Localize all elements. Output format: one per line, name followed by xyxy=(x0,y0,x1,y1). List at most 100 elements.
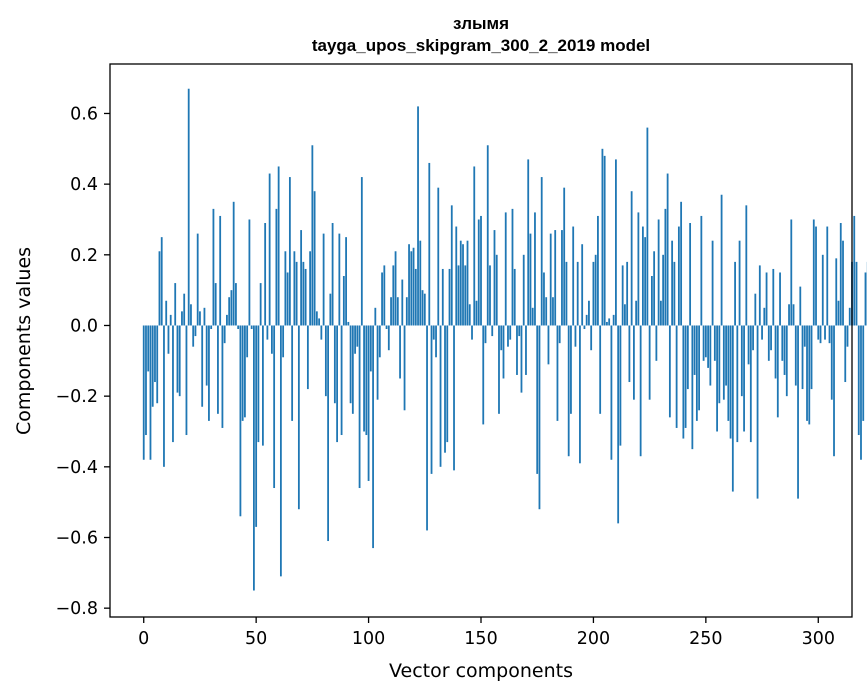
bar-66 xyxy=(291,325,294,421)
bar-183 xyxy=(554,230,557,326)
bar-61 xyxy=(279,325,282,577)
bar-148 xyxy=(475,300,478,326)
bar-62 xyxy=(282,325,285,358)
y-tick-label: −0.4 xyxy=(56,458,99,478)
bar-179 xyxy=(545,297,548,326)
bar-91 xyxy=(347,321,350,326)
bar-203 xyxy=(599,325,602,414)
bar-228 xyxy=(655,325,658,361)
bar-199 xyxy=(590,325,593,351)
bar-14 xyxy=(174,283,177,326)
bar-251 xyxy=(707,325,709,368)
y-axis-label: Components values xyxy=(13,247,35,435)
bar-299 xyxy=(815,226,817,326)
bar-321 xyxy=(864,272,867,326)
bar-217 xyxy=(630,191,633,326)
bar-178 xyxy=(543,272,545,326)
bar-204 xyxy=(601,148,604,326)
bar-292 xyxy=(799,286,802,326)
bar-21 xyxy=(190,304,192,326)
bar-60 xyxy=(277,166,280,326)
bar-237 xyxy=(675,325,678,428)
y-tick-label: −0.2 xyxy=(56,387,99,407)
bar-63 xyxy=(284,251,287,326)
bar-287 xyxy=(788,304,790,326)
bar-269 xyxy=(747,325,750,365)
bar-274 xyxy=(758,265,761,326)
bar-267 xyxy=(743,325,745,432)
bar-12 xyxy=(169,314,172,326)
bar-89 xyxy=(342,276,345,326)
bar-6 xyxy=(156,325,159,404)
bar-168 xyxy=(520,325,523,393)
x-tick-label: 250 xyxy=(689,629,722,649)
bar-162 xyxy=(507,325,509,347)
bar-8 xyxy=(160,237,163,326)
bar-280 xyxy=(772,268,775,326)
bar-156 xyxy=(493,230,496,326)
bar-200 xyxy=(592,261,595,326)
bar-32 xyxy=(214,283,217,326)
bar-259 xyxy=(725,325,727,386)
bar-300 xyxy=(817,325,820,340)
bar-176 xyxy=(538,325,541,510)
x-tick-label: 50 xyxy=(245,629,267,649)
bar-252 xyxy=(709,325,712,386)
bar-285 xyxy=(783,325,786,375)
bar-167 xyxy=(518,325,521,337)
bar-214 xyxy=(624,304,626,326)
bar-284 xyxy=(781,325,784,361)
bar-107 xyxy=(383,265,386,326)
bar-81 xyxy=(324,325,327,397)
bar-116 xyxy=(403,325,406,411)
bar-28 xyxy=(205,325,208,386)
bar-11 xyxy=(167,325,170,354)
bar-92 xyxy=(349,325,352,404)
bar-44 xyxy=(241,325,244,421)
bar-55 xyxy=(266,325,269,340)
bar-202 xyxy=(597,215,599,326)
bar-316 xyxy=(853,215,856,326)
bar-307 xyxy=(833,325,835,457)
bar-85 xyxy=(333,325,336,404)
bar-258 xyxy=(722,325,725,400)
bar-117 xyxy=(405,297,408,326)
bar-243 xyxy=(689,223,692,326)
bar-262 xyxy=(731,325,734,492)
bar-135 xyxy=(446,325,449,443)
bar-170 xyxy=(525,325,527,375)
bar-40 xyxy=(232,201,235,326)
bar-130 xyxy=(435,325,437,358)
bar-226 xyxy=(650,276,653,326)
bar-152 xyxy=(484,325,487,344)
bar-53 xyxy=(262,325,264,446)
bar-160 xyxy=(502,325,505,379)
bar-103 xyxy=(374,307,377,326)
bar-275 xyxy=(761,325,763,340)
bar-3 xyxy=(149,325,152,460)
bar-153 xyxy=(486,145,489,326)
bar-27 xyxy=(203,307,206,326)
bar-127 xyxy=(428,162,431,326)
bar-48 xyxy=(250,325,253,330)
bar-24 xyxy=(196,233,199,326)
y-axis-ticks: −0.8 −0.6 −0.4 −0.2 0.0 0.2 0.4 0.6 xyxy=(56,104,110,619)
bar-15 xyxy=(176,325,179,393)
bar-99 xyxy=(365,325,368,436)
bar-242 xyxy=(686,325,689,390)
bar-264 xyxy=(736,325,739,443)
bar-30 xyxy=(210,325,213,330)
bar-231 xyxy=(662,254,665,326)
bar-88 xyxy=(340,325,343,436)
bar-41 xyxy=(235,283,237,326)
bar-272 xyxy=(754,293,757,326)
bar-158 xyxy=(498,325,500,414)
bar-189 xyxy=(567,325,570,457)
bar-58 xyxy=(273,325,276,489)
x-tick-label: 150 xyxy=(464,629,497,649)
bar-175 xyxy=(536,325,539,474)
x-tick-label: 0 xyxy=(138,629,149,649)
y-tick-label: −0.8 xyxy=(56,599,99,619)
bar-278 xyxy=(767,325,770,361)
bar-317 xyxy=(855,261,858,326)
